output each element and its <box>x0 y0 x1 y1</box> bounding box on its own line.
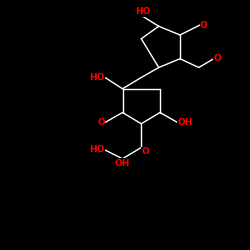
Text: O: O <box>141 148 149 156</box>
Text: O: O <box>200 20 208 30</box>
Text: HO: HO <box>90 73 105 82</box>
Text: O: O <box>214 54 222 63</box>
Text: OH: OH <box>115 159 130 168</box>
Text: HO: HO <box>90 146 105 154</box>
Text: OH: OH <box>178 118 193 127</box>
Text: HO: HO <box>135 7 150 16</box>
Text: O: O <box>97 118 105 127</box>
